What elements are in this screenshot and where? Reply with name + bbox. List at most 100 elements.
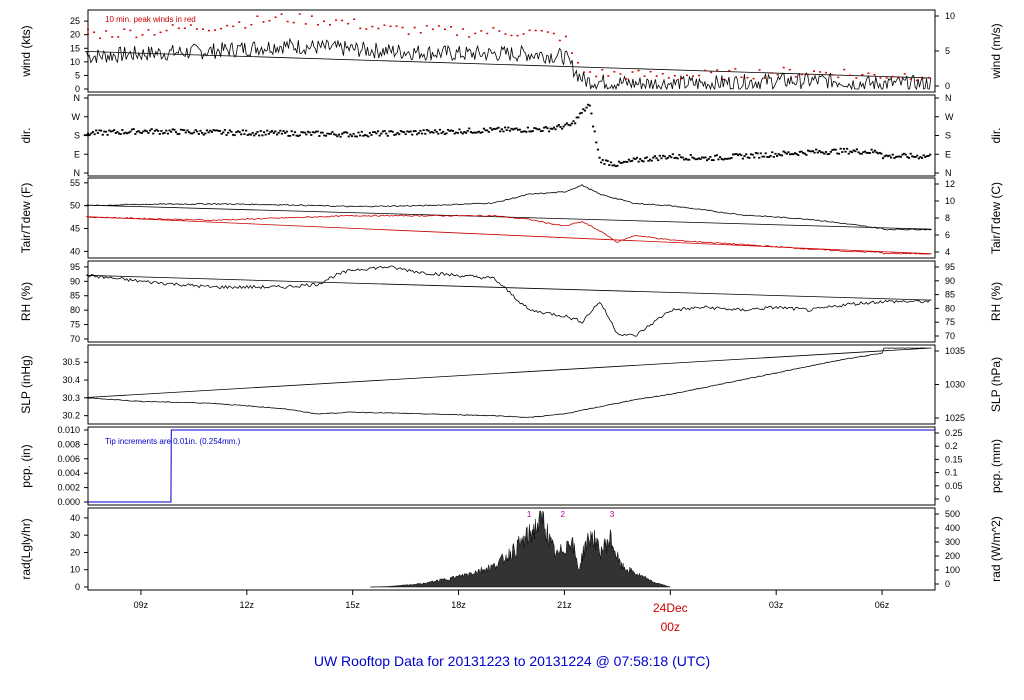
y-axis-label-left: SLP (inHg) [19,355,33,413]
y-tick-label-left: 50 [70,201,80,211]
peak-wind-point [685,74,688,77]
peak-wind-point [921,77,924,80]
direction-point [785,152,788,155]
direction-point [818,149,821,152]
peak-wind-point [425,25,428,27]
direction-point [595,141,598,144]
peak-wind-point [159,31,162,34]
direction-point [502,130,505,133]
direction-point [914,156,917,158]
direction-point [430,130,433,133]
direction-point [572,120,575,123]
peak-wind-point [770,72,773,74]
peak-wind-point [395,25,398,27]
direction-point [233,134,236,137]
peak-wind-point [383,24,386,26]
direction-point [287,134,290,137]
direction-point [375,132,378,135]
direction-point [575,116,578,119]
direction-point [302,131,305,134]
direction-point [686,158,689,161]
peak-wind-point [879,77,882,79]
direction-point [243,133,246,136]
direction-point [357,131,360,134]
direction-point [725,158,728,160]
radiation-marker: 2 [560,510,565,519]
peak-wind-point [292,21,295,24]
direction-point [227,131,230,134]
direction-point [443,133,446,136]
peak-wind-point [413,26,416,29]
direction-point [311,131,314,134]
y-tick-label-right: 400 [945,523,960,533]
peak-wind-point [286,20,289,23]
direction-point [650,159,653,162]
direction-point [549,127,552,130]
peak-wind-point [825,71,828,74]
direction-point [885,154,888,157]
direction-point [604,159,608,162]
y-tick-label-right: 1030 [945,380,965,390]
peak-wind-point [450,26,452,28]
direction-point [241,129,244,132]
y-tick-label-left: 30.2 [62,411,80,421]
direction-point [681,156,684,159]
direction-point [824,151,828,153]
direction-point [618,160,621,163]
direction-point [512,128,515,131]
direction-point [468,127,471,130]
direction-point [525,130,528,133]
direction-point [158,133,161,135]
direction-point [119,133,122,136]
direction-point [113,129,116,132]
direction-point [345,131,349,134]
direction-point [624,160,627,163]
direction-point [758,156,761,159]
peak-wind-point [722,78,725,81]
peak-wind-point [183,27,186,29]
y-axis-label-right: dir. [989,127,1003,143]
direction-point [710,159,714,162]
direction-point [187,131,191,134]
peak-wind-point [401,26,404,29]
y-tick-label-left: 30 [70,530,80,540]
direction-point [274,130,277,133]
peak-wind-point [861,73,864,76]
direction-point [771,151,774,154]
direction-point [629,160,632,163]
direction-point [310,134,313,136]
direction-point [826,153,829,156]
direction-point [319,131,323,134]
peak-wind-point [558,39,561,42]
peak-wind-point [250,23,253,26]
peak-wind-point [552,32,555,35]
direction-point [733,153,736,156]
direction-point [627,158,630,161]
radiation-marker: 3 [610,510,615,519]
x-tick-label: 18z [451,600,466,610]
peak-wind-point [195,28,198,30]
peak-wind-point [389,25,392,28]
direction-point [417,132,420,134]
direction-point [261,134,264,137]
direction-point [157,130,160,132]
direction-point [494,128,497,130]
direction-point [666,156,670,159]
peak-wind-point [915,79,918,82]
y-tick-label-left: 70 [70,334,80,344]
direction-point [642,160,645,163]
direction-point [244,129,248,132]
direction-point [98,129,101,132]
direction-point [442,130,445,133]
direction-point [85,134,88,136]
direction-point [264,133,267,136]
peak-wind-point [262,21,265,23]
direction-point [745,153,748,156]
panel-frame [87,344,936,425]
direction-point [613,164,616,167]
direction-point [205,129,209,132]
direction-point [422,129,425,132]
direction-point [777,153,780,155]
direction-point [129,130,132,133]
direction-point [420,132,424,135]
